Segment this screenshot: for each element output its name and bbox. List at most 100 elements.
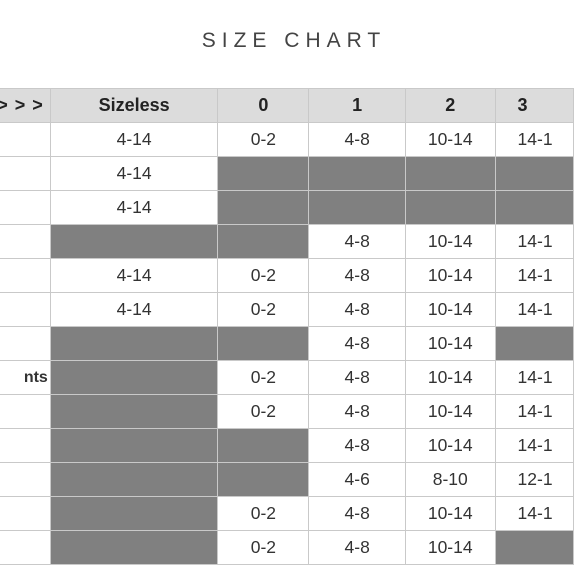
size-range-cell: 4-8 <box>308 258 406 293</box>
size-range-cell: 4-8 <box>308 530 406 565</box>
size-range-cell: 4-8 <box>308 326 406 361</box>
table-row: 0-2 4-8 10-14 14-1 <box>0 496 575 531</box>
size-range-cell: 0-2 <box>217 530 310 565</box>
row-label <box>0 530 51 565</box>
row-label <box>0 122 51 157</box>
row-label <box>0 156 51 191</box>
unavailable-cell <box>217 224 310 259</box>
unavailable-cell <box>49 326 219 361</box>
size-chart-table: > > > Sizeless 0 1 2 3 4-14 0-2 4-8 10-14 14… <box>0 88 575 565</box>
size-range-cell: 4-8 <box>308 496 406 531</box>
row-label <box>0 258 51 293</box>
size-range-cell: 8-10 <box>404 462 496 497</box>
size-range-cell: 14-1 <box>494 394 575 429</box>
header-cell-size-0: 0 <box>217 88 310 123</box>
size-range-cell: 10-14 <box>404 292 496 327</box>
unavailable-cell <box>308 156 406 191</box>
size-range-cell: 12-1 <box>494 462 575 497</box>
table-row: 4-8 10-14 <box>0 326 575 361</box>
size-range-cell: 4-14 <box>49 156 219 191</box>
unavailable-cell <box>494 156 575 191</box>
table-body: 4-14 0-2 4-8 10-14 14-1 4-14 4-14 4-8 10-14 14-1 4… <box>0 122 575 565</box>
row-label: nts <box>0 360 51 395</box>
table-row: 4-14 0-2 4-8 10-14 14-1 <box>0 292 575 327</box>
size-range-cell: 14-1 <box>494 360 575 395</box>
size-range-cell: 4-6 <box>308 462 406 497</box>
size-range-cell: 4-14 <box>49 190 219 225</box>
unavailable-cell <box>308 190 406 225</box>
unavailable-cell <box>404 156 496 191</box>
size-range-cell: 14-1 <box>494 224 575 259</box>
row-label <box>0 326 51 361</box>
unavailable-cell <box>49 394 219 429</box>
size-range-cell: 0-2 <box>217 122 310 157</box>
unavailable-cell <box>494 190 575 225</box>
unavailable-cell <box>49 224 219 259</box>
row-label <box>0 394 51 429</box>
size-range-cell: 14-1 <box>494 292 575 327</box>
table-row: 4-14 <box>0 190 575 225</box>
row-label <box>0 428 51 463</box>
size-range-cell: 4-8 <box>308 360 406 395</box>
size-range-cell: 14-1 <box>494 122 575 157</box>
unavailable-cell <box>217 190 310 225</box>
size-range-cell: 4-14 <box>49 292 219 327</box>
size-range-cell: 4-8 <box>308 394 406 429</box>
unavailable-cell <box>494 530 575 565</box>
table-row: 4-14 0-2 4-8 10-14 14-1 <box>0 258 575 293</box>
unavailable-cell <box>217 462 310 497</box>
size-range-cell: 10-14 <box>404 360 496 395</box>
size-range-cell: 0-2 <box>217 292 310 327</box>
table-row: 4-14 <box>0 156 575 191</box>
unavailable-cell <box>49 428 219 463</box>
table-row: 0-2 4-8 10-14 <box>0 530 575 565</box>
unavailable-cell <box>217 156 310 191</box>
header-cell-arrows: > > > <box>0 88 51 123</box>
unavailable-cell <box>404 190 496 225</box>
table-row: 4-8 10-14 14-1 <box>0 224 575 259</box>
size-range-cell: 4-8 <box>308 224 406 259</box>
size-range-cell: 14-1 <box>494 258 575 293</box>
table-row: 4-6 8-10 12-1 <box>0 462 575 497</box>
size-range-cell: 14-1 <box>494 428 575 463</box>
unavailable-cell <box>217 428 310 463</box>
size-range-cell: 10-14 <box>404 326 496 361</box>
table-row: 4-14 0-2 4-8 10-14 14-1 <box>0 122 575 157</box>
header-cell-size-1: 1 <box>308 88 406 123</box>
size-range-cell: 10-14 <box>404 122 496 157</box>
unavailable-cell <box>217 326 310 361</box>
size-range-cell: 10-14 <box>404 530 496 565</box>
size-range-cell: 0-2 <box>217 258 310 293</box>
unavailable-cell <box>49 462 219 497</box>
size-range-cell: 0-2 <box>217 496 310 531</box>
unavailable-cell <box>49 530 219 565</box>
header-cell-size-2: 2 <box>404 88 496 123</box>
unavailable-cell <box>49 360 219 395</box>
row-label <box>0 462 51 497</box>
size-range-cell: 10-14 <box>404 258 496 293</box>
page-title: SIZE CHART <box>201 29 387 52</box>
size-range-cell: 4-8 <box>308 122 406 157</box>
header-cell-sizeless: Sizeless <box>49 88 219 123</box>
size-range-cell: 4-8 <box>308 292 406 327</box>
table-row: 0-2 4-8 10-14 14-1 <box>0 394 575 429</box>
size-range-cell: 0-2 <box>217 360 310 395</box>
unavailable-cell <box>49 496 219 531</box>
unavailable-cell <box>494 326 575 361</box>
table-row: 4-8 10-14 14-1 <box>0 428 575 463</box>
table-header-row: > > > Sizeless 0 1 2 3 <box>0 88 575 123</box>
row-label <box>0 496 51 531</box>
size-range-cell: 14-1 <box>494 496 575 531</box>
header-cell-size-3: 3 <box>494 88 575 123</box>
size-range-cell: 10-14 <box>404 496 496 531</box>
size-range-cell: 4-8 <box>308 428 406 463</box>
size-range-cell: 10-14 <box>404 224 496 259</box>
row-label <box>0 190 51 225</box>
row-label <box>0 292 51 327</box>
size-range-cell: 10-14 <box>404 428 496 463</box>
size-range-cell: 0-2 <box>217 394 310 429</box>
size-range-cell: 4-14 <box>49 258 219 293</box>
size-range-cell: 10-14 <box>404 394 496 429</box>
size-range-cell: 4-14 <box>49 122 219 157</box>
